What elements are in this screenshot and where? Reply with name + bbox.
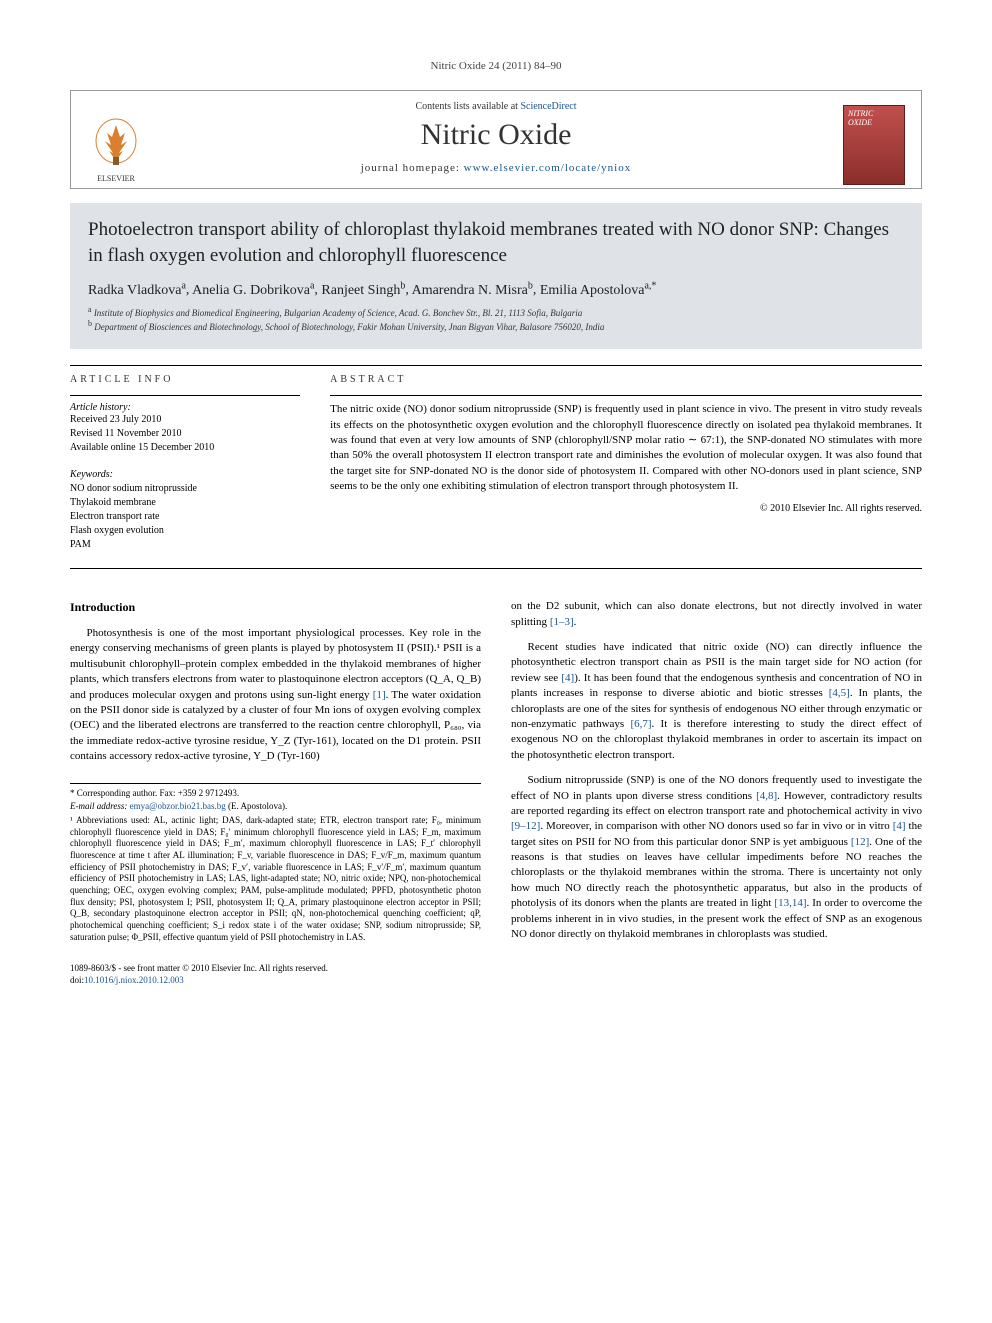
- email-label: E-mail address:: [70, 801, 127, 811]
- doi-link[interactable]: 10.1016/j.niox.2010.12.003: [84, 975, 184, 985]
- intro-paragraph-3: Recent studies have indicated that nitri…: [511, 640, 922, 763]
- journal-header-box: ELSEVIER NITRIC OXIDE Contents lists ava…: [70, 90, 922, 189]
- reference-citation[interactable]: [9–12]: [511, 820, 540, 832]
- contents-prefix: Contents lists available at: [415, 101, 520, 112]
- issn-text: 1089-8603/$ - see front matter © 2010 El…: [70, 963, 328, 973]
- keyword-item: NO donor sodium nitroprusside: [70, 482, 300, 496]
- author: Radka Vladkovaa: [88, 283, 186, 298]
- title-bar: Photoelectron transport ability of chlor…: [70, 203, 922, 349]
- introduction-heading: Introduction: [70, 599, 481, 616]
- email-footnote: E-mail address: emya@obzor.bio21.bas.bg …: [70, 801, 481, 813]
- author: Ranjeet Singhb: [321, 283, 405, 298]
- reference-citation[interactable]: [6,7]: [630, 718, 651, 730]
- abbreviations-footnote: ¹ Abbreviations used: AL, actinic light;…: [70, 815, 481, 944]
- sciencedirect-link[interactable]: ScienceDirect: [520, 101, 576, 112]
- author: Anelia G. Dobrikovaa: [192, 283, 314, 298]
- reference-citation[interactable]: [4]: [561, 672, 574, 684]
- cover-line-2: OXIDE: [848, 118, 872, 127]
- homepage-prefix: journal homepage:: [361, 162, 464, 174]
- keyword-item: Electron transport rate: [70, 510, 300, 524]
- intro-paragraph-2-continuation: on the D2 subunit, which can also donate…: [511, 599, 922, 630]
- elsevier-logo: ELSEVIER: [87, 117, 145, 185]
- article-info-column: ARTICLE INFO Article history: Received 2…: [70, 366, 300, 552]
- journal-homepage-link[interactable]: www.elsevier.com/locate/yniox: [464, 162, 632, 174]
- affiliation: a Institute of Biophysics and Biomedical…: [88, 305, 904, 319]
- cover-line-1: NITRIC: [848, 109, 873, 118]
- journal-cover-thumbnail: NITRIC OXIDE: [843, 105, 905, 185]
- keywords-label: Keywords:: [70, 469, 300, 480]
- abstract-label: ABSTRACT: [330, 374, 922, 385]
- reference-citation[interactable]: [1]: [373, 689, 386, 701]
- abstract-column: ABSTRACT The nitric oxide (NO) donor sod…: [330, 366, 922, 552]
- body-column-left: Introduction Photosynthesis is one of th…: [70, 599, 481, 987]
- author: Amarendra N. Misrab: [412, 283, 533, 298]
- front-matter-line: 1089-8603/$ - see front matter © 2010 El…: [70, 963, 481, 986]
- journal-homepage-line: journal homepage: www.elsevier.com/locat…: [87, 162, 905, 174]
- keyword-item: Thylakoid membrane: [70, 496, 300, 510]
- reference-citation[interactable]: [4,8]: [756, 790, 777, 802]
- abstract-copyright: © 2010 Elsevier Inc. All rights reserved…: [330, 503, 922, 514]
- history-item: Available online 15 December 2010: [70, 441, 300, 455]
- author: Emilia Apostolovaa,*: [540, 283, 657, 298]
- affiliation-list: a Institute of Biophysics and Biomedical…: [88, 305, 904, 333]
- reference-citation[interactable]: [1–3]: [550, 616, 574, 628]
- history-item: Revised 11 November 2010: [70, 427, 300, 441]
- email-suffix: (E. Apostolova).: [228, 801, 287, 811]
- intro-paragraph-1: Photosynthesis is one of the most import…: [70, 626, 481, 765]
- reference-citation[interactable]: [4,5]: [829, 687, 850, 699]
- doi-label: doi:: [70, 975, 84, 985]
- reference-citation[interactable]: [12]: [851, 836, 869, 848]
- article-title: Photoelectron transport ability of chlor…: [88, 217, 904, 268]
- svg-text:ELSEVIER: ELSEVIER: [97, 174, 135, 183]
- corresponding-author-footnote: * Corresponding author. Fax: +359 2 9712…: [70, 788, 481, 800]
- keyword-item: PAM: [70, 538, 300, 552]
- affiliation: b Department of Biosciences and Biotechn…: [88, 319, 904, 333]
- reference-citation[interactable]: [4]: [893, 820, 906, 832]
- body-column-right: on the D2 subunit, which can also donate…: [511, 599, 922, 987]
- keyword-item: Flash oxygen evolution: [70, 524, 300, 538]
- intro-paragraph-4: Sodium nitroprusside (SNP) is one of the…: [511, 773, 922, 942]
- article-history-label: Article history:: [70, 402, 300, 413]
- abstract-text: The nitric oxide (NO) donor sodium nitro…: [330, 402, 922, 494]
- footnotes-block: * Corresponding author. Fax: +359 2 9712…: [70, 783, 481, 944]
- journal-title: Nitric Oxide: [87, 118, 905, 152]
- running-head: Nitric Oxide 24 (2011) 84–90: [70, 60, 922, 72]
- author-list: Radka Vladkovaa, Anelia G. Dobrikovaa, R…: [88, 280, 904, 299]
- reference-citation[interactable]: [13,14]: [774, 897, 806, 909]
- article-info-label: ARTICLE INFO: [70, 374, 300, 385]
- history-item: Received 23 July 2010: [70, 413, 300, 427]
- contents-available-line: Contents lists available at ScienceDirec…: [87, 101, 905, 112]
- corresponding-email-link[interactable]: emya@obzor.bio21.bas.bg: [130, 801, 226, 811]
